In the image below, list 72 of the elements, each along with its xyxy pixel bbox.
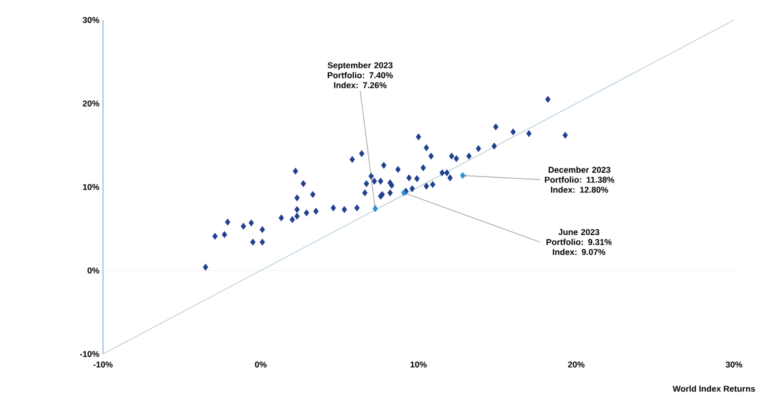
point [342, 206, 348, 214]
point [493, 123, 498, 130]
point [420, 164, 426, 172]
point [454, 155, 460, 162]
point [354, 204, 360, 212]
point [447, 174, 453, 182]
annotation: September 2023 Portfolio: 7.40% Index: 7.26% [328, 62, 393, 88]
point [466, 152, 472, 160]
x-axis-title: World Index Returns [672, 386, 755, 392]
point [368, 172, 374, 180]
point [222, 231, 228, 238]
y-tick-label: -10% [80, 351, 100, 357]
point [401, 189, 406, 196]
point [310, 191, 316, 198]
point [562, 132, 568, 139]
y-tick-label: 10% [83, 184, 100, 190]
point [359, 150, 364, 158]
x-tick-label: -10% [93, 362, 113, 368]
point [294, 212, 300, 220]
x-tick-label: 20% [568, 362, 585, 368]
point [430, 181, 436, 188]
x-tick-label: 30% [726, 362, 742, 368]
x-tick-label: 10% [410, 362, 427, 368]
y-tick-label: 20% [82, 100, 100, 106]
point [294, 206, 300, 214]
point [387, 179, 393, 186]
point [387, 189, 393, 196]
point [416, 133, 422, 140]
point [224, 218, 230, 226]
point [212, 232, 218, 240]
point [362, 189, 368, 196]
point [395, 166, 401, 173]
point [250, 238, 256, 246]
x-tick-label: 0% [254, 362, 267, 368]
point [424, 144, 430, 152]
point [424, 182, 430, 190]
point [294, 194, 300, 202]
annotation: December 2023 Portfolio: 11.38% Index: 12.80% [544, 166, 614, 193]
point [440, 169, 445, 176]
point [350, 156, 355, 163]
point [545, 96, 551, 103]
point [476, 145, 482, 152]
point [260, 238, 265, 246]
point [414, 175, 420, 182]
point [260, 226, 265, 234]
point [444, 169, 450, 176]
point [448, 152, 454, 160]
point [406, 174, 412, 182]
point [292, 168, 298, 175]
point [248, 219, 254, 226]
point [372, 205, 378, 212]
point [313, 208, 319, 215]
annotation: June 2023 Portfolio: 9.31% Index: 9.07% [546, 229, 612, 255]
y-tick-label: 30% [82, 17, 100, 24]
point [510, 128, 516, 136]
point [330, 204, 336, 212]
point [492, 142, 497, 150]
point [526, 130, 532, 138]
point [202, 264, 208, 271]
point [304, 209, 310, 216]
point [381, 162, 386, 169]
point [460, 172, 466, 179]
point [240, 222, 246, 230]
y-tick-label: 0% [88, 268, 100, 274]
point [372, 178, 377, 185]
point [300, 180, 306, 188]
point [428, 152, 434, 160]
point [278, 214, 284, 222]
point [290, 216, 295, 224]
point [364, 180, 370, 188]
point [410, 185, 415, 192]
point [378, 178, 384, 185]
